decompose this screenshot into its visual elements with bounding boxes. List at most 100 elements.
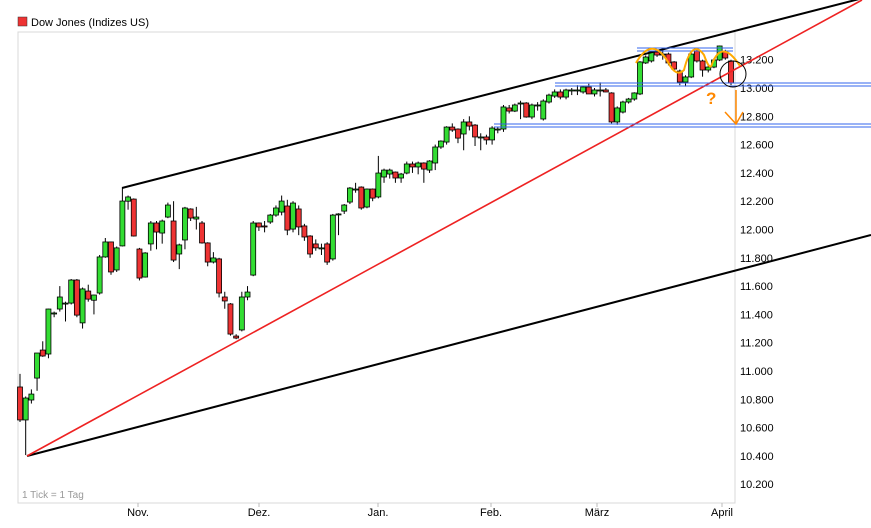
candle-body (102, 241, 109, 258)
candle (329, 213, 336, 261)
candle (580, 86, 587, 94)
candle-body (301, 225, 308, 238)
candle-body (147, 222, 154, 245)
candle-body (631, 92, 638, 100)
candle-body (597, 89, 604, 92)
y-tick-label: 12.800 (740, 111, 774, 123)
candle (125, 195, 131, 210)
candle (204, 242, 211, 267)
candle (466, 116, 473, 131)
candle-body (164, 204, 171, 218)
candle-body (472, 124, 478, 138)
target-arrow-head-icon (724, 111, 744, 126)
candle (221, 291, 228, 309)
candle-body (284, 205, 291, 231)
candle (432, 144, 439, 171)
candle-body (125, 196, 131, 202)
candle (460, 119, 467, 151)
candle (113, 246, 120, 272)
candle (96, 254, 103, 295)
candle (284, 199, 291, 236)
candle (614, 106, 621, 125)
candle (693, 49, 700, 63)
candle-body (17, 386, 23, 421)
candle (654, 51, 660, 57)
candle (608, 92, 615, 124)
candle-body (563, 89, 569, 98)
candle (193, 206, 200, 230)
candle-body (489, 127, 496, 141)
tick-note: 1 Tick = 1 Tag (22, 490, 84, 501)
candle (546, 93, 552, 104)
x-tick-label: April (711, 507, 733, 519)
candle-body (585, 86, 592, 95)
candle (375, 155, 382, 199)
candle (381, 168, 387, 183)
candle (51, 311, 58, 318)
candle (625, 97, 632, 104)
candle (164, 202, 171, 219)
candle-body (671, 61, 678, 70)
candle (602, 88, 609, 93)
candle-body (216, 258, 222, 294)
candle (255, 222, 262, 231)
candle (261, 221, 268, 233)
candle (489, 126, 496, 145)
candle (500, 104, 507, 132)
candle-body (312, 243, 319, 249)
candle-body (267, 214, 274, 223)
candle-body (255, 222, 262, 228)
candle-body (398, 173, 404, 179)
legend-label: Dow Jones (Indizes US) (31, 17, 149, 29)
candle-body (654, 51, 660, 56)
trend-line (26, 0, 863, 457)
candle-body (130, 198, 137, 237)
candle (216, 257, 222, 298)
candle (347, 187, 353, 205)
upper-channel-line (121, 0, 860, 189)
candle (22, 396, 29, 456)
candle-body (620, 101, 626, 113)
candle-body (34, 352, 40, 379)
candle (159, 219, 166, 244)
candle (494, 126, 501, 134)
y-tick-label: 12.400 (740, 168, 774, 180)
candle (85, 284, 92, 302)
candle-body (182, 207, 188, 241)
y-tick-label: 11.400 (740, 309, 773, 321)
candle (34, 352, 40, 391)
candle-body (420, 162, 427, 170)
candle-body (290, 202, 296, 230)
candle-body (227, 303, 234, 335)
breakout-circle (719, 60, 747, 88)
candle (631, 92, 638, 101)
y-tick-label: 12.200 (740, 196, 774, 208)
candle-body (335, 213, 342, 216)
candle-body (39, 349, 46, 357)
candle-body (96, 256, 103, 294)
candle (227, 303, 234, 336)
candle (477, 133, 484, 151)
candle (335, 213, 342, 236)
candle-body (500, 106, 507, 130)
candle (506, 104, 513, 114)
candle-body (443, 126, 450, 143)
candle (68, 279, 75, 305)
candle (290, 201, 296, 233)
candle (324, 242, 331, 265)
y-tick-label: 11.000 (740, 366, 773, 378)
candle (341, 204, 348, 214)
y-tick-label: 13.000 (740, 83, 774, 95)
candle-body (119, 200, 126, 247)
candle-body (176, 244, 183, 255)
candle-body (574, 89, 581, 92)
candle-body (324, 243, 331, 263)
candle-body (614, 107, 621, 123)
candle (455, 128, 461, 144)
candle (534, 102, 541, 111)
candle-body (170, 220, 177, 261)
candle (369, 188, 376, 202)
candle-body (142, 252, 149, 278)
candle-body (682, 76, 689, 83)
candle (312, 239, 319, 251)
